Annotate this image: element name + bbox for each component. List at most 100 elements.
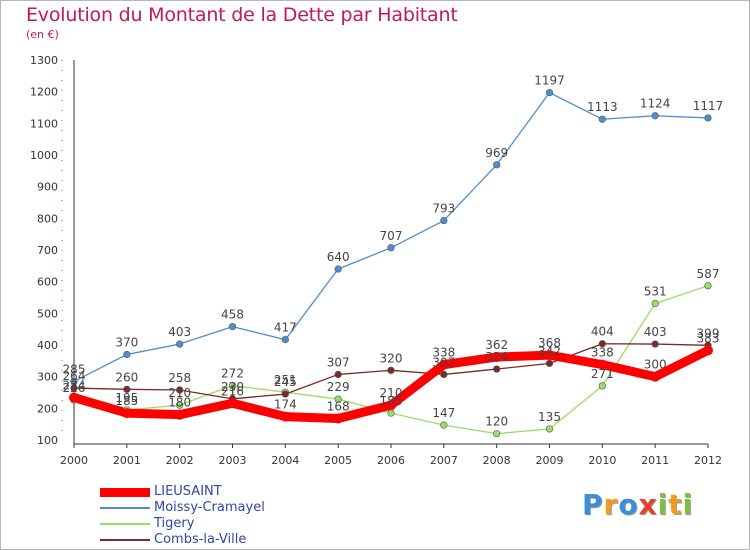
data-label: 120 xyxy=(485,415,508,429)
data-point xyxy=(651,112,659,120)
data-label: 587 xyxy=(697,267,720,281)
data-label: 320 xyxy=(380,351,403,365)
x-tick-label: 2009 xyxy=(536,454,564,467)
legend-label: Moissy-Cramayel xyxy=(154,500,265,515)
data-point xyxy=(174,409,185,420)
legend-swatch xyxy=(100,487,150,497)
data-point xyxy=(123,385,131,393)
data-label: 210 xyxy=(168,386,191,400)
data-label: 234 xyxy=(63,379,86,393)
data-point xyxy=(598,115,606,123)
data-label: 793 xyxy=(432,202,455,216)
data-label: 185 xyxy=(380,394,403,408)
data-point xyxy=(176,386,184,394)
logo-letter: r xyxy=(603,488,619,521)
legend-swatch xyxy=(100,507,150,509)
data-point xyxy=(334,265,342,273)
data-point xyxy=(333,413,344,424)
data-label: 458 xyxy=(221,308,244,322)
data-label: 531 xyxy=(644,285,667,299)
data-label: 307 xyxy=(432,355,455,369)
data-label: 229 xyxy=(327,380,350,394)
y-tick-label: 1200 xyxy=(30,86,58,99)
data-point xyxy=(545,425,554,433)
data-label: 135 xyxy=(538,410,561,424)
y-tick-label: 900 xyxy=(37,181,58,194)
logo-letter: i xyxy=(657,488,669,521)
proxiti-logo: Proxiti xyxy=(582,488,693,521)
x-tick-label: 2001 xyxy=(113,454,141,467)
data-label: 271 xyxy=(591,367,614,381)
data-point xyxy=(70,384,78,392)
logo-letter: o xyxy=(618,488,639,521)
data-label: 707 xyxy=(380,229,403,243)
data-label: 399 xyxy=(697,326,720,340)
data-label: 174 xyxy=(274,398,297,412)
data-label: 1197 xyxy=(534,74,565,88)
data-label: 147 xyxy=(432,406,455,420)
chart-title: Evolution du Montant de la Dette par Hab… xyxy=(26,4,458,26)
data-point xyxy=(281,390,289,398)
data-label: 1113 xyxy=(587,100,618,114)
data-point xyxy=(440,421,448,429)
legend-label: Tigery xyxy=(154,516,195,531)
data-point xyxy=(387,244,395,252)
data-label: 260 xyxy=(115,370,138,384)
data-point xyxy=(703,345,713,356)
y-tick-label: 1000 xyxy=(30,149,58,162)
data-point xyxy=(493,430,501,438)
data-label: 403 xyxy=(644,325,667,339)
data-point xyxy=(281,336,289,344)
x-tick-label: 2006 xyxy=(377,454,405,467)
data-label: 307 xyxy=(327,355,350,369)
data-label: 264 xyxy=(63,369,86,383)
data-point xyxy=(386,400,396,411)
data-label: 1117 xyxy=(693,99,724,113)
data-label: 230 xyxy=(221,380,244,394)
data-point xyxy=(280,411,291,422)
data-label: 195 xyxy=(115,391,138,405)
data-label: 180 xyxy=(168,396,191,410)
data-label: 324 xyxy=(485,350,508,364)
data-point xyxy=(491,352,502,363)
data-point xyxy=(438,359,449,370)
x-tick-label: 2008 xyxy=(483,454,511,467)
data-point xyxy=(544,350,555,361)
data-label: 403 xyxy=(168,325,191,339)
data-label: 370 xyxy=(115,336,138,350)
data-label: 216 xyxy=(221,384,244,398)
data-point xyxy=(704,114,712,122)
chart-subtitle: (en €) xyxy=(26,28,59,41)
data-label: 272 xyxy=(221,367,244,381)
data-label: 383 xyxy=(697,331,720,345)
y-tick-label: 500 xyxy=(37,307,58,320)
y-tick-label: 1300 xyxy=(30,54,58,67)
data-point xyxy=(704,282,712,290)
data-point xyxy=(651,340,659,348)
y-tick-label: 200 xyxy=(37,402,58,415)
data-label: 640 xyxy=(327,250,350,264)
data-point xyxy=(334,395,342,403)
x-tick-label: 2012 xyxy=(694,454,722,467)
y-tick-label: 100 xyxy=(37,434,58,447)
logo-letter: P xyxy=(582,488,604,521)
data-point xyxy=(387,366,395,374)
y-tick-label: 700 xyxy=(37,244,58,257)
data-label: 245 xyxy=(274,375,297,389)
data-point xyxy=(440,216,448,225)
y-tick-label: 1100 xyxy=(30,117,58,130)
data-point xyxy=(123,350,131,359)
legend-label: LIEUSAINT xyxy=(154,484,222,499)
x-tick-label: 2003 xyxy=(219,454,247,467)
data-label: 258 xyxy=(168,371,191,385)
data-point xyxy=(121,408,132,419)
data-label: 417 xyxy=(274,321,297,335)
logo-letter: i xyxy=(682,488,694,521)
x-tick-label: 2011 xyxy=(641,454,669,467)
x-tick-label: 2004 xyxy=(271,454,299,467)
x-tick-label: 2002 xyxy=(166,454,194,467)
legend-swatch xyxy=(100,523,150,525)
data-point xyxy=(650,371,661,382)
data-label: 362 xyxy=(485,338,508,352)
